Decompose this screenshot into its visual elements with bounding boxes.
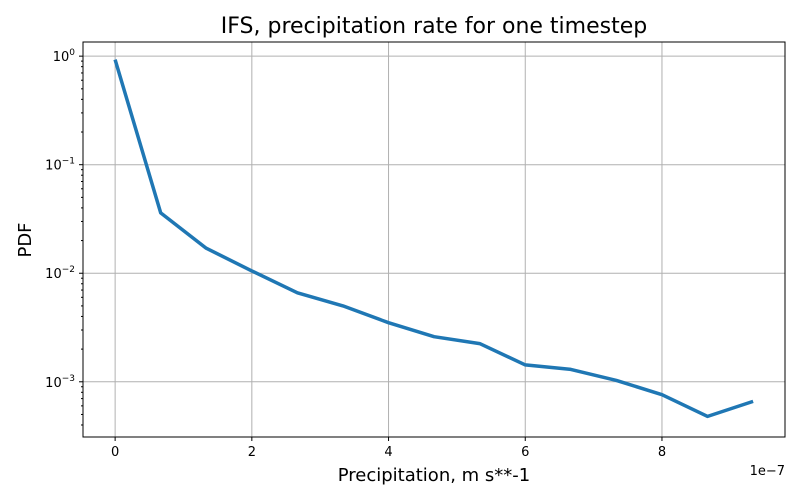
y-axis: 100 10−1 10−2 10−3 <box>45 48 83 426</box>
x-axis: 0 2 4 6 8 <box>111 437 666 460</box>
y-tick-label: 10−1 <box>45 157 75 174</box>
x-axis-title: Precipitation, m s**-1 <box>338 465 531 486</box>
grid <box>83 42 785 437</box>
series-line <box>113 59 754 419</box>
x-tick-label: 2 <box>248 445 256 460</box>
x-tick-label: 0 <box>111 445 119 460</box>
x-tick-label: 4 <box>384 445 392 460</box>
x-tick-label: 8 <box>658 445 666 460</box>
x-tick-label: 6 <box>521 445 529 460</box>
y-tick-label: 10−2 <box>45 265 75 282</box>
series-layer <box>113 59 754 419</box>
chart-title: IFS, precipitation rate for one timestep <box>221 14 647 39</box>
y-tick-label: 10−3 <box>45 374 75 391</box>
y-axis-title: PDF <box>15 222 36 257</box>
x-offset-label: 1e−7 <box>750 464 785 479</box>
plot-frame <box>82 41 786 438</box>
y-tick-label: 100 <box>53 48 76 65</box>
